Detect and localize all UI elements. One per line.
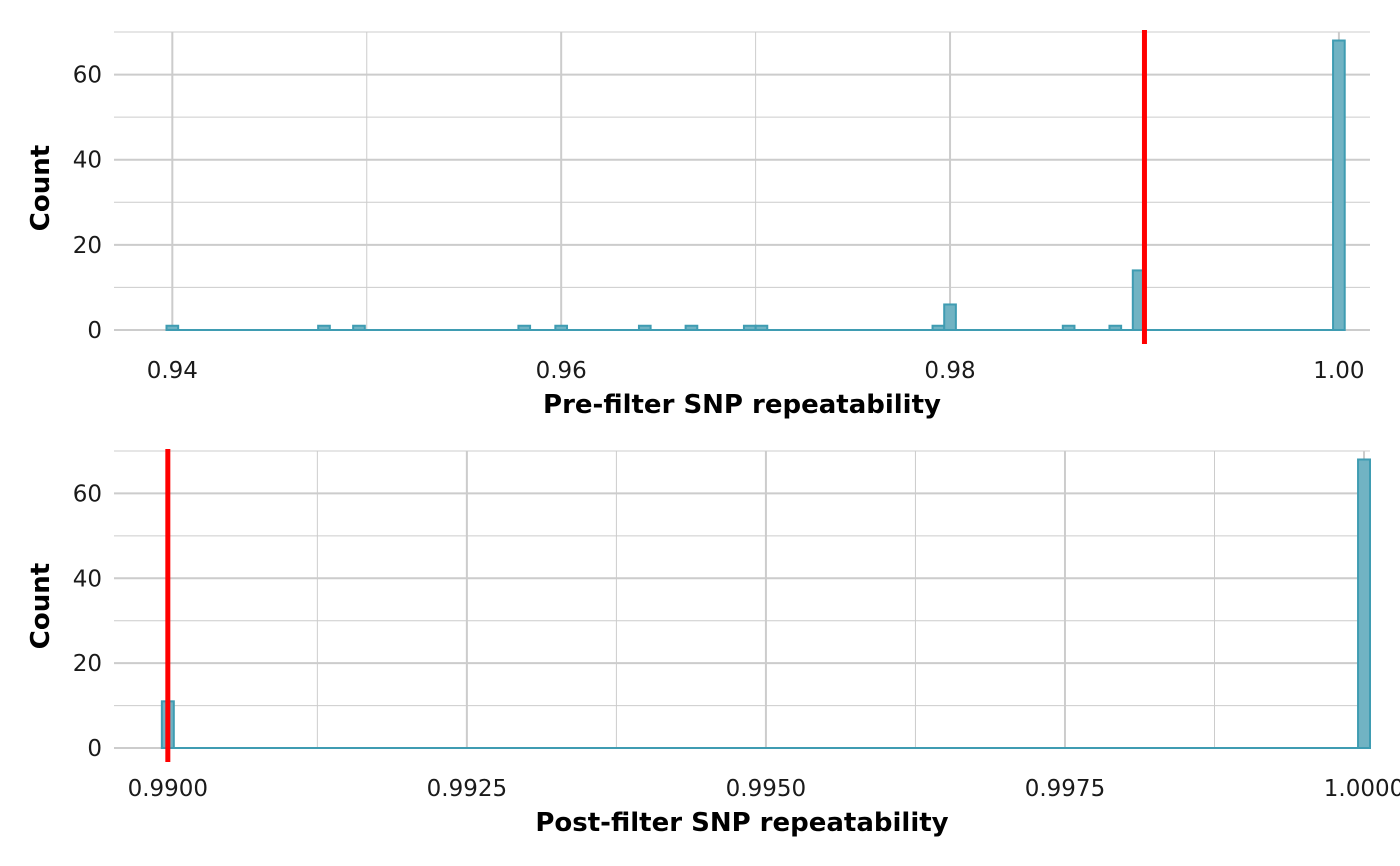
x-tick-label: 0.98 <box>924 358 975 384</box>
pre-filter-panel: Pre-filter SNP repeatability Count 0 20 40… <box>26 30 1370 420</box>
grid <box>114 31 1370 331</box>
histogram-bar <box>637 324 652 332</box>
x-tick-label: 0.9900 <box>128 776 208 802</box>
y-tick-label: 0 <box>87 736 102 762</box>
y-tick-label: 60 <box>73 63 102 89</box>
grid <box>114 450 1370 749</box>
y-tick-label: 20 <box>73 233 102 259</box>
histogram-bar <box>352 324 366 332</box>
x-tick-label: 0.9950 <box>726 776 806 802</box>
x-tick-label: 0.96 <box>536 358 587 384</box>
x-tick-label: 0.94 <box>147 358 198 384</box>
post-filter-panel: Post-filter SNP repeatability Count 0 20 4… <box>26 449 1400 838</box>
histogram-bar <box>1332 39 1346 332</box>
histogram-bar <box>165 324 180 332</box>
x-tick-label: 0.9925 <box>427 776 507 802</box>
histogram-bar <box>554 324 569 332</box>
histogram-bar <box>742 324 757 332</box>
y-tick-label: 40 <box>73 148 102 174</box>
histogram-bar <box>684 324 699 332</box>
y-axis-title: Count <box>26 563 56 649</box>
x-axis-title: Post-filter SNP repeatability <box>535 808 948 838</box>
y-axis-title: Count <box>26 145 56 231</box>
y-tick-label: 20 <box>73 651 102 677</box>
histogram-bar <box>1108 324 1123 332</box>
y-tick-label: 60 <box>73 481 102 507</box>
histogram-bar <box>1061 324 1076 332</box>
histogram-bar <box>943 303 957 332</box>
histogram-bar <box>754 324 769 332</box>
x-tick-label: 1.0000 <box>1324 776 1400 802</box>
y-tick-label: 0 <box>87 318 102 344</box>
y-tick-label: 40 <box>73 566 102 592</box>
histogram-bar <box>931 324 946 332</box>
x-tick-label: 1.00 <box>1313 358 1364 384</box>
x-tick-label: 0.9975 <box>1025 776 1105 802</box>
histogram-bar <box>517 324 532 332</box>
x-axis-title: Pre-filter SNP repeatability <box>543 390 941 420</box>
histogram-bar <box>1357 458 1371 749</box>
histogram-bar <box>317 324 331 332</box>
